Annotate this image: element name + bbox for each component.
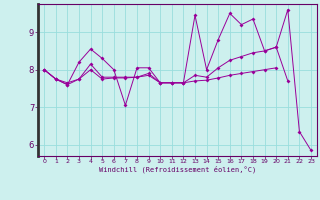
X-axis label: Windchill (Refroidissement éolien,°C): Windchill (Refroidissement éolien,°C)	[99, 166, 256, 173]
